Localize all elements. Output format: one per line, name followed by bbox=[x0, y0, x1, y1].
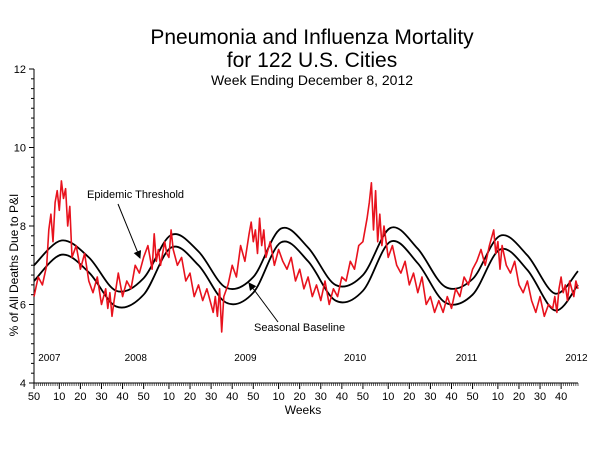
x-tick-label: 10 bbox=[53, 391, 65, 403]
year-label: 2008 bbox=[125, 353, 148, 364]
y-tick-label: 10 bbox=[14, 143, 26, 155]
x-tick-label: 30 bbox=[315, 391, 327, 403]
y-tick-label: 12 bbox=[14, 64, 26, 76]
x-tick-label: 40 bbox=[116, 391, 128, 403]
x-tick-label: 20 bbox=[74, 391, 86, 403]
epidemic-threshold-annotation: Epidemic Threshold bbox=[87, 189, 184, 201]
x-tick-label: 20 bbox=[294, 391, 306, 403]
x-tick-label: 40 bbox=[226, 391, 238, 403]
y-ticks: 4 6 8 10 12 bbox=[14, 64, 34, 390]
annotations: Epidemic Threshold Seasonal Baseline bbox=[87, 189, 345, 334]
year-label: 2010 bbox=[344, 353, 367, 364]
x-axis-label: Weeks bbox=[285, 403, 321, 417]
x-tick-label: 40 bbox=[555, 391, 567, 403]
x-tick-label: 50 bbox=[138, 391, 150, 403]
x-tick-label: 10 bbox=[272, 391, 284, 403]
x-tick-label: 50 bbox=[28, 391, 40, 403]
seasonal-baseline-arrow bbox=[248, 282, 279, 323]
x-tick-label: 50 bbox=[466, 391, 478, 403]
y-tick-label: 8 bbox=[20, 221, 26, 233]
chart-title-line-1: Pneumonia and Influenza Mortality bbox=[150, 26, 474, 49]
x-tick-label: 50 bbox=[357, 391, 369, 403]
x-tick-label: 50 bbox=[247, 391, 259, 403]
plot-frame bbox=[33, 69, 578, 384]
year-label: 2011 bbox=[456, 353, 478, 364]
x-tick-label: 20 bbox=[513, 391, 525, 403]
chart-subtitle: Week Ending December 8, 2012 bbox=[211, 72, 413, 88]
x-tick-label: 30 bbox=[424, 391, 436, 403]
chart-title-line-2: for 122 U.S. Cities bbox=[227, 49, 397, 72]
x-tick-label: 20 bbox=[403, 391, 415, 403]
x-ticks: 50 10 20 30 40 50 10 20 30 40 50 10 20 30 40 50 10 20 30 40… bbox=[28, 383, 579, 403]
year-label: 2012 bbox=[565, 353, 588, 364]
x-tick-label: 30 bbox=[205, 391, 217, 403]
x-tick-label: 10 bbox=[382, 391, 394, 403]
x-tick-label: 30 bbox=[534, 391, 546, 403]
y-tick-label: 6 bbox=[20, 300, 26, 312]
pneumonia-and-influenza-mortality-line bbox=[33, 180, 579, 333]
year-labels: 2007 2008 2009 2010 2011 2012 bbox=[38, 353, 588, 364]
year-label: 2007 bbox=[38, 353, 61, 364]
year-label: 2009 bbox=[234, 353, 257, 364]
x-tick-label: 10 bbox=[163, 391, 175, 403]
y-axis-label: % of All Deaths Due to P&I bbox=[7, 194, 21, 337]
x-tick-label: 40 bbox=[336, 391, 348, 403]
x-tick-label: 10 bbox=[492, 391, 504, 403]
x-tick-label: 30 bbox=[95, 391, 107, 403]
seasonal-baseline-annotation: Seasonal Baseline bbox=[254, 322, 345, 334]
epidemic-threshold-arrow bbox=[117, 203, 142, 259]
y-tick-label: 4 bbox=[20, 378, 26, 390]
x-tick-label: 20 bbox=[184, 391, 196, 403]
seasonal-baseline-line bbox=[33, 240, 579, 312]
series-lines bbox=[33, 180, 579, 333]
x-tick-label: 40 bbox=[445, 391, 457, 403]
